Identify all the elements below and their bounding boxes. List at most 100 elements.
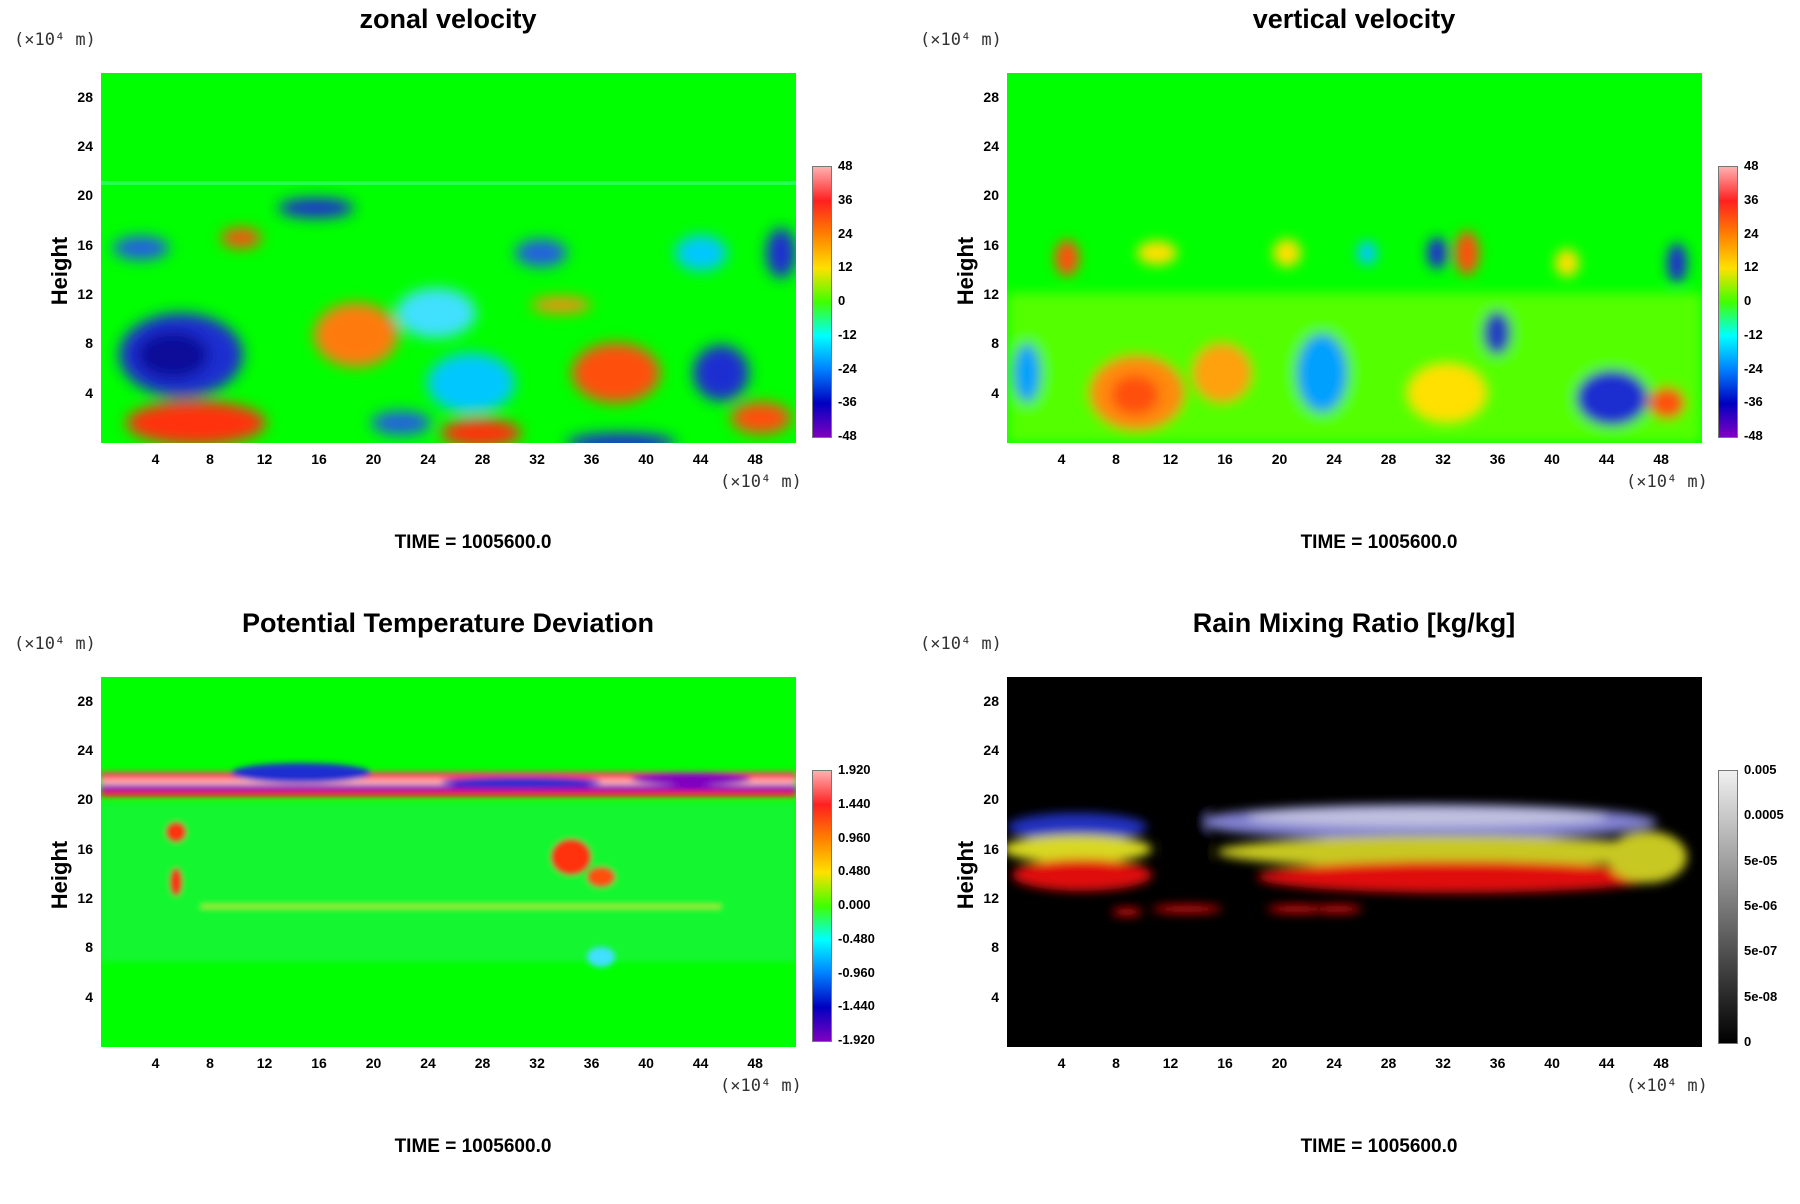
colorbar-tick-label: -12	[1744, 326, 1763, 342]
colorbar-tick-label: 12	[1744, 259, 1759, 275]
colorbar-tick-label: 0	[838, 293, 846, 308]
x-tick-label: 24	[420, 1055, 436, 1071]
y-tick-label: 20	[77, 187, 93, 204]
x-tick-label: 40	[638, 451, 654, 467]
x-axis-unit: (×10⁴ m)	[720, 1076, 802, 1096]
y-axis-unit: (×10⁴ m)	[14, 634, 96, 654]
x-axis-unit: (×10⁴ m)	[1626, 472, 1708, 492]
heatmap-plot	[101, 677, 796, 1047]
time-label: TIME = 1005600.0	[1300, 532, 1458, 553]
x-tick-label: 32	[529, 451, 545, 467]
y-tick-label: 24	[983, 742, 999, 758]
x-tick-label: 36	[583, 1055, 600, 1071]
y-tick-label: 4	[991, 384, 999, 401]
x-tick-label: 48	[1653, 451, 1669, 467]
y-axis-unit: (×10⁴ m)	[920, 634, 1002, 654]
y-tick-label: 20	[983, 791, 999, 808]
y-tick-label: 28	[983, 88, 999, 105]
y-tick-label: 16	[983, 840, 999, 857]
colorbar-tick-label: -36	[1744, 394, 1763, 410]
chart-title: Rain Mixing Ratio [kg/kg]	[1192, 608, 1516, 638]
x-tick-label: 44	[692, 1055, 709, 1071]
x-tick-label: 16	[1217, 451, 1233, 467]
x-tick-label: 24	[1326, 451, 1342, 467]
colorbar-tick-label: -1.920	[838, 1032, 875, 1047]
y-tick-label: 4	[991, 988, 999, 1005]
x-tick-label: 16	[311, 451, 327, 467]
y-tick-label: 24	[77, 742, 93, 758]
y-axis-unit: (×10⁴ m)	[920, 30, 1002, 50]
y-tick-label: 8	[85, 939, 93, 956]
panel-zonal-velocity: zonal velocity (×10⁴ m) Height	[0, 0, 900, 600]
heatmap-svg	[101, 677, 796, 1047]
time-label: TIME = 1005600.0	[394, 532, 552, 553]
colorbar-tick-label: -12	[838, 326, 857, 342]
x-axis-unit: (×10⁴ m)	[720, 472, 802, 492]
x-tick-label: 28	[1380, 451, 1397, 467]
x-tick-label: 20	[365, 1055, 382, 1071]
x-tick-label: 28	[1380, 1055, 1397, 1071]
colorbar-tick-label: 24	[1744, 225, 1759, 241]
colorbar-tick-label: 48	[838, 158, 853, 173]
colorbar-tick-label: 5e-08	[1744, 988, 1778, 1004]
x-tick-label: 44	[1598, 451, 1615, 467]
y-tick-label: 12	[77, 890, 93, 906]
x-tick-label: 48	[1653, 1055, 1669, 1071]
y-tick-label: 12	[77, 286, 93, 302]
colorbar-tick-label: 12	[838, 259, 853, 275]
colorbar	[812, 770, 832, 1042]
heatmap-plot	[1007, 73, 1702, 443]
x-tick-label: 36	[583, 451, 600, 467]
x-tick-label: 40	[1544, 1055, 1560, 1071]
x-tick-label: 12	[256, 451, 273, 467]
colorbar-tick-label: 5e-05	[1744, 852, 1778, 868]
x-axis-unit: (×10⁴ m)	[1626, 1076, 1708, 1096]
colorbar	[1718, 166, 1738, 438]
x-tick-label: 4	[1057, 1055, 1066, 1071]
x-tick-label: 20	[365, 451, 382, 467]
x-tick-label: 20	[1271, 1055, 1288, 1071]
colorbar-tick-label: 0.005	[1744, 762, 1777, 777]
y-axis-unit: (×10⁴ m)	[14, 30, 96, 50]
x-tick-label: 16	[1217, 1055, 1233, 1071]
colorbar-tick-label: -48	[1744, 428, 1763, 443]
x-tick-label: 12	[1162, 1055, 1179, 1071]
y-tick-label: 24	[983, 138, 999, 154]
x-tick-label: 12	[1162, 451, 1179, 467]
x-tick-label: 12	[256, 1055, 273, 1071]
colorbar-tick-label: 0.480	[838, 863, 871, 879]
y-tick-label: 28	[77, 88, 93, 105]
colorbar-tick-label: 0.000	[838, 897, 871, 912]
x-tick-label: 40	[1544, 451, 1560, 467]
x-tick-label: 44	[1598, 1055, 1615, 1071]
colorbar-tick-label: 0.0005	[1744, 807, 1784, 823]
colorbar-tick-label: 1.920	[838, 762, 871, 777]
time-label: TIME = 1005600.0	[394, 1136, 552, 1157]
x-tick-label: 8	[1112, 1055, 1120, 1071]
colorbar	[1718, 770, 1738, 1044]
x-tick-label: 24	[1326, 1055, 1342, 1071]
colorbar-tick-label: 1.440	[838, 795, 871, 811]
heatmap-svg	[1007, 73, 1702, 443]
colorbar-tick-label: 0.960	[838, 829, 871, 845]
colorbar-tick-label: 24	[838, 225, 853, 241]
colorbar-tick-label: 36	[838, 191, 853, 207]
y-tick-label: 12	[983, 890, 999, 906]
colorbar-tick-label: -24	[838, 360, 857, 376]
colorbar-tick-label: -24	[1744, 360, 1763, 376]
x-tick-label: 24	[420, 451, 436, 467]
x-tick-label: 8	[1112, 451, 1120, 467]
y-tick-label: 16	[77, 840, 93, 857]
y-tick-label: 28	[77, 692, 93, 709]
time-label: TIME = 1005600.0	[1300, 1136, 1458, 1157]
y-tick-label: 16	[77, 236, 93, 253]
colorbar-tick-label: 36	[1744, 191, 1759, 207]
chart-title: Potential Temperature Deviation	[241, 608, 655, 638]
y-tick-label: 8	[991, 939, 999, 956]
colorbar-tick-label: -48	[838, 428, 857, 443]
x-tick-label: 48	[747, 451, 763, 467]
y-tick-label: 4	[85, 384, 93, 401]
x-tick-label: 32	[1435, 451, 1451, 467]
x-tick-label: 8	[206, 451, 214, 467]
heatmap-svg	[1007, 677, 1702, 1047]
